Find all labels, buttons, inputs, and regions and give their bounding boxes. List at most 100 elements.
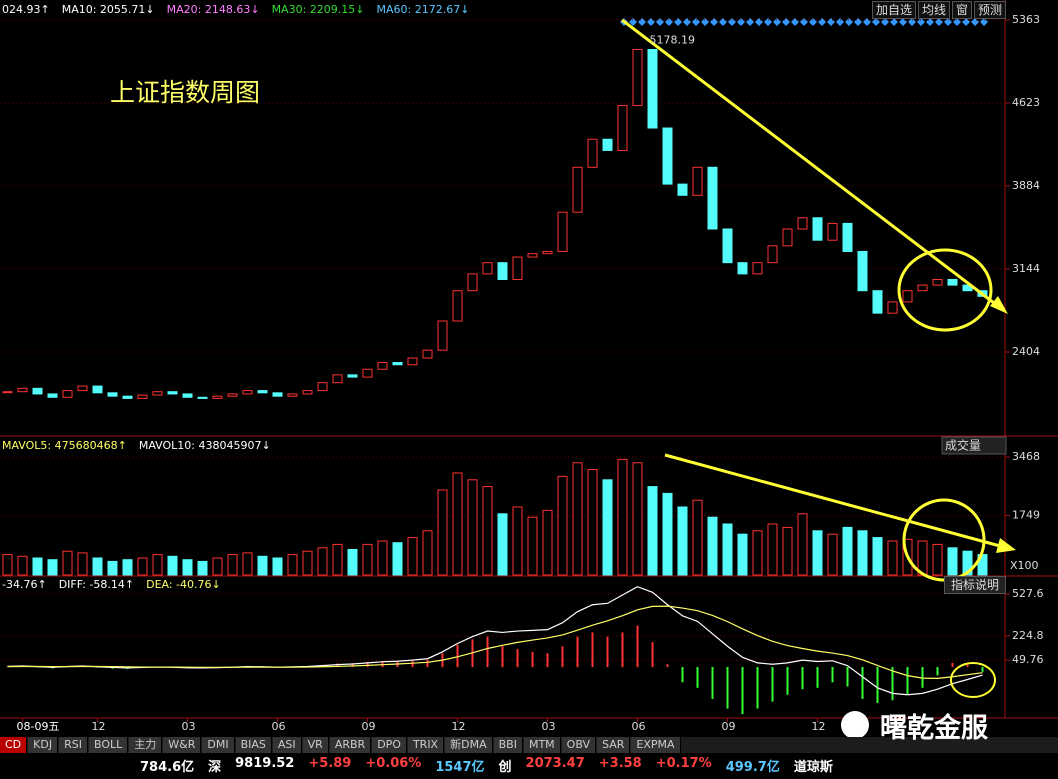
indicator-tab[interactable]: VR: [302, 737, 329, 753]
toolbar-button[interactable]: 预测: [973, 1, 1006, 19]
y-tick-label: 5363: [1012, 13, 1040, 26]
wechat-icon: [841, 711, 869, 739]
status-item: +3.58: [598, 756, 642, 771]
volume-bar: [437, 489, 448, 576]
signal-diamond: [944, 18, 952, 26]
indicator-tab[interactable]: ARBR: [329, 737, 372, 753]
indicator-tab[interactable]: DMI: [202, 737, 235, 753]
candle: [722, 228, 733, 264]
indicator-tab[interactable]: W&R: [163, 737, 202, 753]
indicator-tab[interactable]: 新DMA: [445, 737, 493, 753]
signal-diamond: [980, 18, 988, 26]
candle: [557, 211, 568, 252]
candle: [317, 382, 328, 392]
volume-bar: [197, 560, 208, 576]
candle: [482, 262, 493, 275]
indicator: MA10: 2055.71↓: [61, 3, 155, 16]
candle: [227, 393, 238, 397]
indicator-tab[interactable]: MTM: [523, 737, 561, 753]
indicator-tab[interactable]: BOLL: [88, 737, 129, 753]
volume-bar: [497, 513, 508, 576]
status-item: 1547亿: [435, 760, 485, 775]
x-tick-label: 08-09五: [17, 720, 60, 733]
volume-bar: [167, 555, 178, 576]
candle: [197, 396, 208, 399]
candle: [242, 390, 253, 395]
x-tick-label: 06: [272, 720, 286, 733]
indicator-tab[interactable]: BIAS: [235, 737, 272, 753]
indicator-help[interactable]: 指标说明: [944, 576, 1007, 594]
toolbar-button[interactable]: 均线: [917, 1, 950, 19]
indicator-tab[interactable]: TRIX: [407, 737, 445, 753]
volume-bar: [647, 486, 658, 576]
candle: [182, 393, 193, 398]
volume-bar: [542, 509, 553, 576]
volume-bar: [662, 492, 673, 576]
signal-diamond: [764, 18, 772, 26]
volume-bar: [227, 554, 238, 576]
candle: [707, 166, 718, 230]
indicator: MA20: 2148.63↓: [166, 3, 260, 16]
y-tick-label: 1749: [1012, 509, 1040, 522]
x-tick-label: 12: [92, 720, 106, 733]
volume-bar: [962, 550, 973, 576]
candle: [137, 394, 148, 399]
indicator-tab[interactable]: CD: [0, 737, 28, 753]
signal-diamond: [917, 18, 925, 26]
candle: [107, 392, 118, 397]
volume-bar: [347, 548, 358, 576]
volume-bar: [737, 533, 748, 576]
volume-bar: [287, 554, 298, 576]
indicator-tab[interactable]: 主力: [129, 737, 163, 753]
indicator-tab[interactable]: EXPMA: [631, 737, 681, 753]
x-tick-label: 06: [632, 720, 646, 733]
candle: [857, 250, 868, 292]
volume-bar: [152, 554, 163, 576]
y-tick-label: 3144: [1012, 262, 1040, 275]
volume-bar: [887, 540, 898, 576]
indicator-tab[interactable]: BBI: [493, 737, 523, 753]
volume-bar: [47, 559, 58, 576]
signal-diamond: [881, 18, 889, 26]
volume-bar: [827, 533, 838, 576]
volume-unit: X100: [1010, 559, 1039, 572]
volume-bar: [947, 547, 958, 576]
candle: [452, 290, 463, 322]
indicator: MA30: 2209.15↓: [271, 3, 365, 16]
volume-bar: [812, 530, 823, 576]
indicator-tab[interactable]: OBV: [561, 737, 597, 753]
volume-selector[interactable]: [941, 436, 1007, 455]
toolbar-button[interactable]: 加自选: [871, 1, 916, 19]
indicator: DIFF: -58.14↑: [58, 578, 135, 591]
volume-bar: [317, 547, 328, 576]
volume-bar: [587, 469, 598, 576]
indicator-tab[interactable]: RSI: [59, 737, 88, 753]
candle: [812, 217, 823, 241]
volume-bar: [377, 540, 388, 576]
candle: [407, 357, 418, 366]
x-tick-label: 12: [452, 720, 466, 733]
volume-bar: [527, 516, 538, 576]
volume-bar: [572, 462, 583, 576]
y-tick-label: 224.8: [1012, 629, 1044, 642]
indicator-tab[interactable]: ASI: [272, 737, 302, 753]
candle: [272, 392, 283, 397]
indicator-tab[interactable]: KDJ: [28, 737, 59, 753]
candle: [587, 138, 598, 168]
volume-bar: [212, 557, 223, 576]
candle: [932, 278, 943, 286]
candle: [647, 48, 658, 129]
candle: [632, 48, 643, 107]
toolbar-button[interactable]: 窗: [951, 1, 972, 19]
signal-diamond: [908, 18, 916, 26]
volume-bar: [362, 543, 373, 576]
indicator: -34.76↑: [2, 578, 47, 591]
status-item: 9819.52: [235, 756, 295, 771]
indicator-tab[interactable]: SAR: [597, 737, 631, 753]
candle: [437, 320, 448, 351]
indicator-tab[interactable]: DPO: [372, 737, 407, 753]
status-item: 创: [498, 760, 512, 775]
candle: [872, 290, 883, 314]
